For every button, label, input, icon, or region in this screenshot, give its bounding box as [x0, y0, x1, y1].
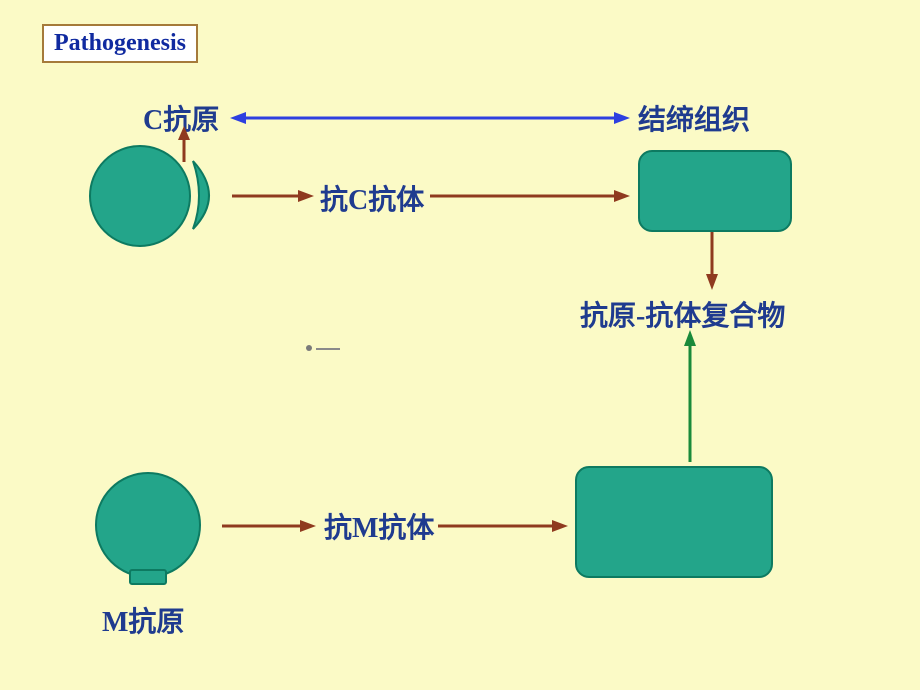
arrow-blue-double	[230, 108, 630, 128]
arrow-antic-to-box	[430, 186, 630, 206]
label-anti-m: 抗M抗体	[324, 506, 434, 546]
cell-bottom-circle	[96, 473, 200, 577]
arrow-crescent-to-antic	[232, 186, 314, 206]
arrow-cellm-to-antim	[222, 516, 316, 536]
cell-bottom-shape	[90, 470, 210, 590]
arrow-box-to-complex-green	[680, 330, 700, 462]
watermark-dot	[306, 345, 312, 351]
box-bottom	[575, 466, 773, 578]
label-connective: 结缔组织	[638, 98, 750, 138]
arrow-box-to-complex	[702, 232, 722, 290]
cell-top-shape	[85, 141, 245, 251]
label-anti-c: 抗C抗体	[320, 178, 424, 218]
watermark-line	[316, 345, 340, 353]
title-box: Pathogenesis	[42, 24, 198, 63]
arrow-antim-to-box	[438, 516, 568, 536]
title-text: Pathogenesis	[54, 30, 186, 56]
arrow-cell-to-c	[174, 126, 194, 162]
label-complex: 抗原-抗体复合物	[580, 294, 785, 334]
box-top	[638, 150, 792, 232]
cell-bottom-base	[130, 570, 166, 584]
label-m-antigen: M抗原	[102, 600, 184, 640]
cell-top-crescent	[193, 161, 209, 229]
